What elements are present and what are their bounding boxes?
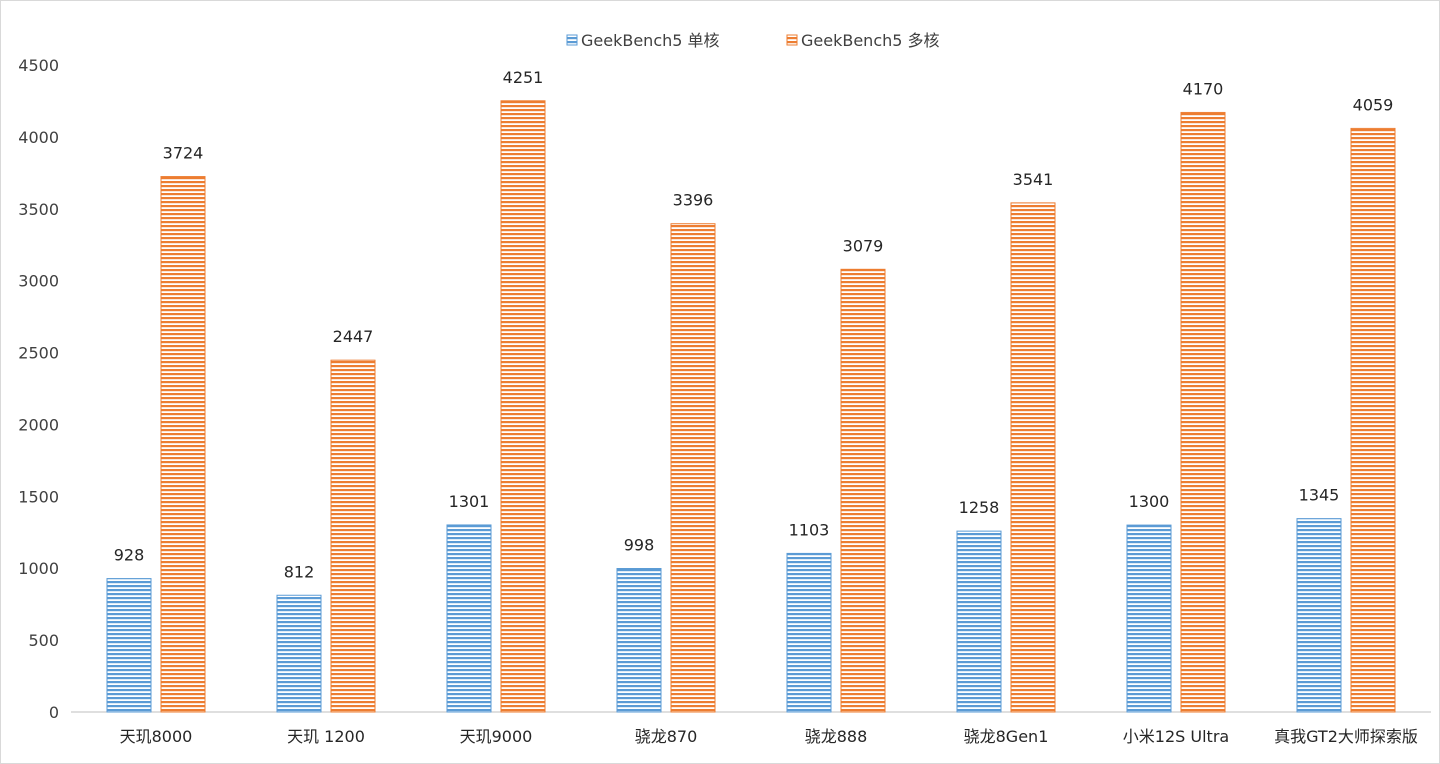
bar-multi-core (330, 359, 376, 713)
data-label-single-core: 1345 (1299, 486, 1340, 505)
bar-multi-core (160, 176, 206, 713)
data-label-single-core: 928 (114, 546, 145, 565)
data-label-single-core: 812 (284, 562, 315, 581)
bar-single-core (1126, 524, 1172, 713)
y-tick-label: 0 (49, 703, 59, 722)
bar-single-core (956, 530, 1002, 713)
data-label-multi-core: 3724 (163, 144, 204, 163)
x-category-label: 骁龙8Gen1 (964, 727, 1049, 746)
y-tick-label: 3500 (18, 200, 59, 219)
x-category-label: 骁龙870 (635, 727, 698, 746)
y-tick-label: 2500 (18, 344, 59, 363)
y-tick-label: 1500 (18, 487, 59, 506)
bars-group (106, 100, 1396, 713)
legend-swatch (566, 34, 578, 46)
x-category-label: 天玑9000 (460, 727, 533, 746)
bar-single-core (616, 568, 662, 713)
bar-multi-core (840, 268, 886, 713)
bar-multi-core (1010, 202, 1056, 713)
data-label-multi-core: 3396 (673, 191, 714, 210)
data-label-multi-core: 4059 (1353, 95, 1394, 114)
y-tick-label: 2000 (18, 415, 59, 434)
data-label-multi-core: 3079 (843, 236, 884, 255)
bar-multi-core (1350, 127, 1396, 713)
data-label-single-core: 1300 (1129, 492, 1170, 511)
y-tick-label: 500 (28, 631, 59, 650)
data-label-multi-core: 4251 (503, 68, 544, 87)
y-tick-label: 1000 (18, 559, 59, 578)
bar-multi-core (670, 223, 716, 713)
legend-label: GeekBench5 多核 (801, 31, 940, 50)
data-label-multi-core: 3541 (1013, 170, 1054, 189)
x-category-label: 天玑 1200 (287, 727, 365, 746)
bar-multi-core (1180, 111, 1226, 713)
x-axis: 天玑8000 天玑 1200 天玑9000 骁龙870 骁龙888 骁龙8Gen1 小米12… (71, 711, 1431, 746)
legend-swatch (786, 34, 798, 46)
bar-single-core (446, 524, 492, 713)
chart-legend: GeekBench5 单核 GeekBench5 多核 (566, 31, 940, 50)
data-labels-group: 928 3724 812 2447 1301 4251 998 3396 1103 3079 125… (114, 68, 1394, 581)
x-category-label: 骁龙888 (805, 727, 868, 746)
x-category-label: 天玑8000 (120, 727, 193, 746)
data-label-single-core: 1103 (789, 520, 830, 539)
legend-label: GeekBench5 单核 (581, 31, 720, 50)
bar-single-core (1296, 518, 1342, 713)
x-category-label: 小米12S Ultra (1123, 727, 1229, 746)
data-label-multi-core: 4170 (1183, 79, 1224, 98)
y-tick-label: 4500 (18, 56, 59, 75)
bar-single-core (276, 594, 322, 713)
bar-single-core (786, 552, 832, 713)
bar-single-core (106, 578, 152, 713)
y-axis: 0 500 1000 1500 2000 2500 3000 3500 4000 4500 (18, 56, 59, 722)
data-label-single-core: 1258 (959, 498, 1000, 517)
data-label-single-core: 1301 (449, 492, 490, 511)
y-tick-label: 3000 (18, 272, 59, 291)
bar-multi-core (500, 100, 546, 713)
x-category-label: 真我GT2大师探索版 (1274, 727, 1418, 746)
y-tick-label: 4000 (18, 128, 59, 147)
data-label-single-core: 998 (624, 536, 655, 555)
data-label-multi-core: 2447 (333, 327, 374, 346)
